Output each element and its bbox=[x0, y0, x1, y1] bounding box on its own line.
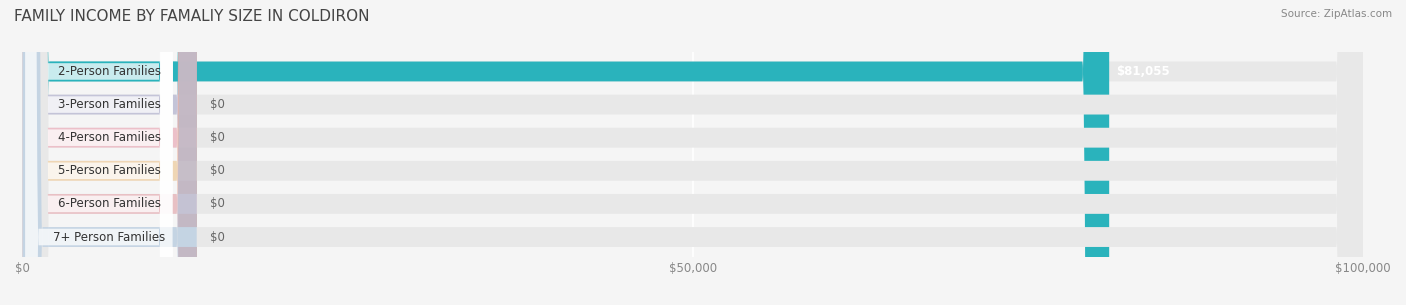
FancyBboxPatch shape bbox=[22, 0, 1364, 305]
FancyBboxPatch shape bbox=[22, 0, 1364, 305]
Text: 5-Person Families: 5-Person Families bbox=[58, 164, 162, 177]
Text: $0: $0 bbox=[209, 98, 225, 111]
FancyBboxPatch shape bbox=[25, 0, 173, 305]
FancyBboxPatch shape bbox=[22, 0, 197, 305]
Text: $81,055: $81,055 bbox=[1116, 65, 1170, 78]
FancyBboxPatch shape bbox=[25, 0, 173, 305]
Text: 6-Person Families: 6-Person Families bbox=[58, 197, 162, 210]
FancyBboxPatch shape bbox=[25, 0, 173, 305]
FancyBboxPatch shape bbox=[22, 0, 197, 305]
FancyBboxPatch shape bbox=[22, 0, 197, 305]
FancyBboxPatch shape bbox=[22, 0, 197, 305]
FancyBboxPatch shape bbox=[22, 0, 1109, 305]
Text: $0: $0 bbox=[209, 231, 225, 243]
Text: 7+ Person Families: 7+ Person Families bbox=[53, 231, 166, 243]
FancyBboxPatch shape bbox=[25, 0, 173, 305]
Text: 3-Person Families: 3-Person Families bbox=[58, 98, 162, 111]
FancyBboxPatch shape bbox=[25, 0, 173, 305]
Text: Source: ZipAtlas.com: Source: ZipAtlas.com bbox=[1281, 9, 1392, 19]
Text: $0: $0 bbox=[209, 197, 225, 210]
FancyBboxPatch shape bbox=[22, 0, 197, 305]
FancyBboxPatch shape bbox=[22, 0, 1364, 305]
FancyBboxPatch shape bbox=[22, 0, 197, 305]
FancyBboxPatch shape bbox=[22, 0, 1364, 305]
Text: 4-Person Families: 4-Person Families bbox=[58, 131, 162, 144]
FancyBboxPatch shape bbox=[22, 0, 1364, 305]
Text: FAMILY INCOME BY FAMALIY SIZE IN COLDIRON: FAMILY INCOME BY FAMALIY SIZE IN COLDIRO… bbox=[14, 9, 370, 24]
Text: 2-Person Families: 2-Person Families bbox=[58, 65, 162, 78]
FancyBboxPatch shape bbox=[22, 0, 1364, 305]
Text: $0: $0 bbox=[209, 164, 225, 177]
Text: $0: $0 bbox=[209, 131, 225, 144]
FancyBboxPatch shape bbox=[25, 0, 173, 305]
